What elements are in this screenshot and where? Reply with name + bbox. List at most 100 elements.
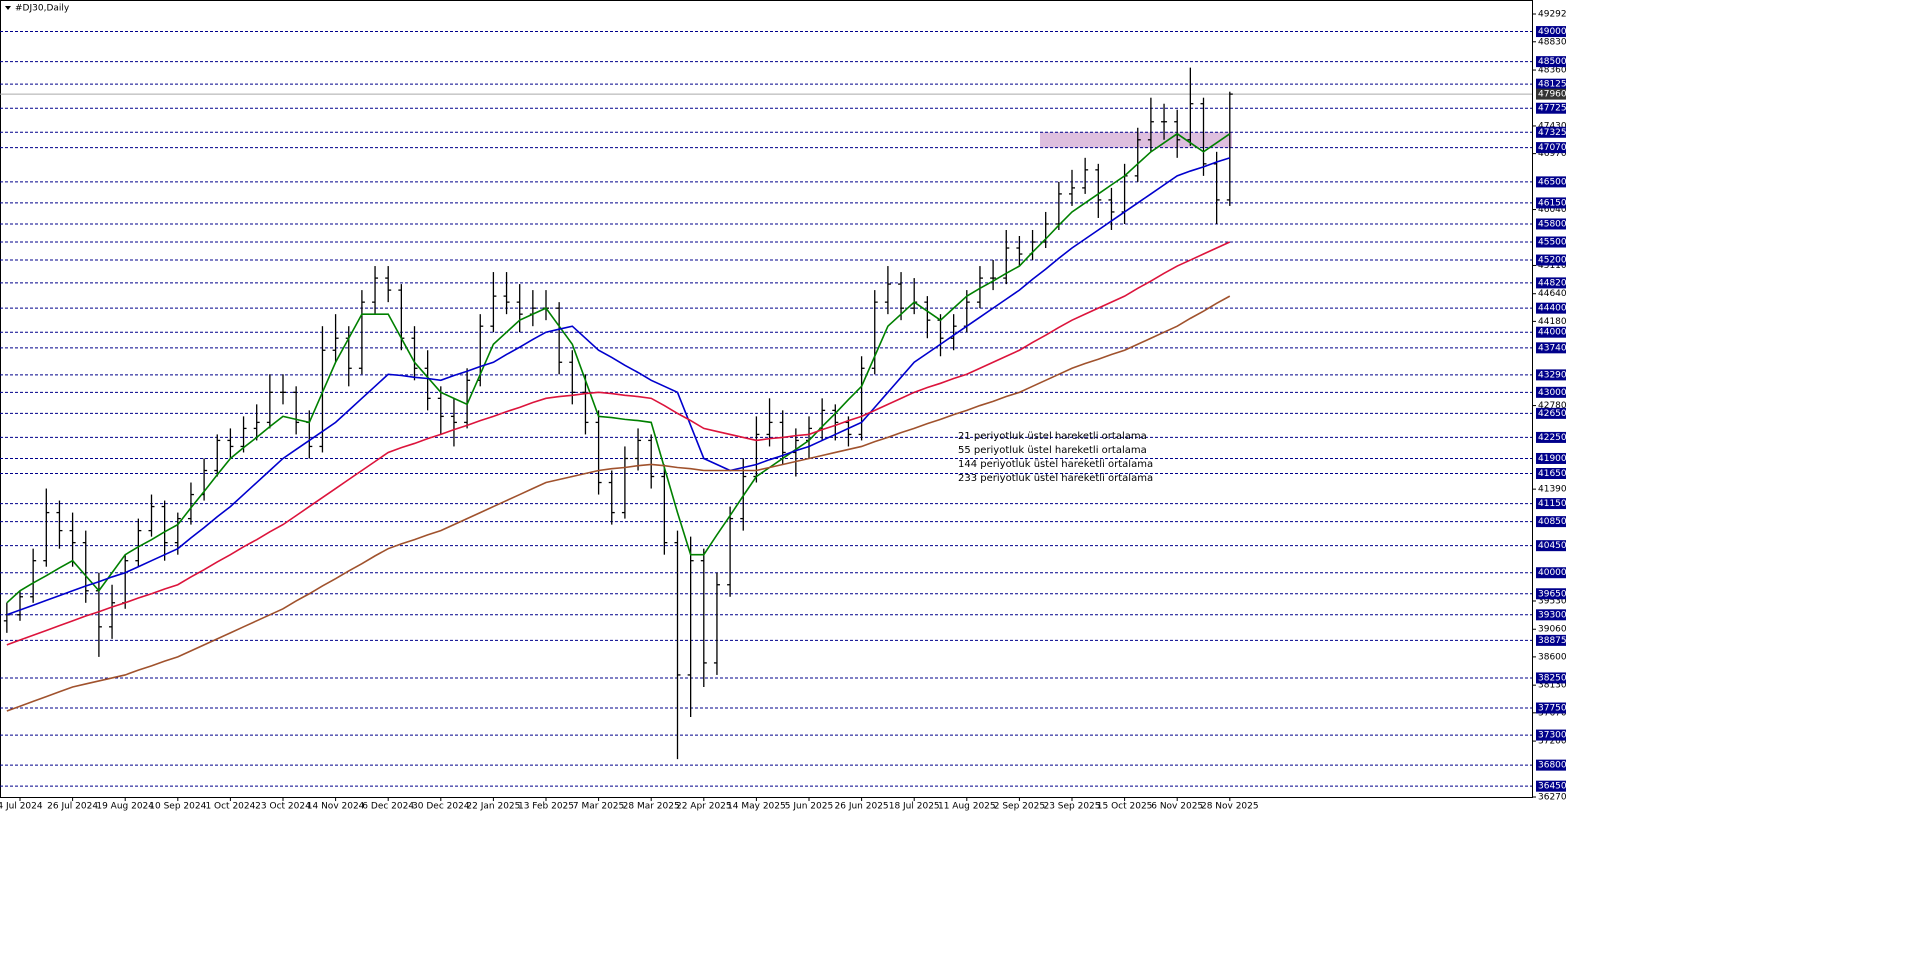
- level-label-box: [1536, 468, 1566, 480]
- moving-average: [6, 157, 1231, 616]
- level-label-box: [1536, 142, 1566, 154]
- y-tick-label: 41390: [1538, 485, 1567, 495]
- level-label-box: [1536, 56, 1566, 68]
- y-tick-label: 47430: [1538, 121, 1567, 131]
- x-tick-label: 19 Aug 2024: [96, 802, 154, 812]
- level-label: 44820: [1538, 278, 1567, 288]
- level-label: 44000: [1538, 328, 1567, 338]
- x-tick-label: 28 Nov 2025: [1201, 802, 1259, 812]
- x-tick-label: 5 Jun 2025: [785, 802, 833, 812]
- y-tick-label: 49292: [1538, 10, 1567, 20]
- level-label: 43000: [1538, 388, 1567, 398]
- menu-triangle: [5, 6, 11, 10]
- level-label-box: [1536, 126, 1566, 138]
- level-label-box: [1536, 236, 1566, 248]
- level-label: 48500: [1538, 57, 1567, 67]
- level-label: 47725: [1538, 104, 1567, 114]
- moving-average: [6, 132, 1231, 604]
- y-tick-label: 44640: [1538, 289, 1567, 299]
- level-label: 40450: [1538, 541, 1567, 551]
- level-label-box: [1536, 702, 1566, 714]
- x-tick-label: 11 Aug 2025: [938, 802, 996, 812]
- level-label-box: [1536, 102, 1566, 114]
- level-label: 40000: [1538, 568, 1567, 578]
- x-tick-label: 10 Sep 2024: [149, 802, 206, 812]
- last-price-label: 47960: [1538, 90, 1567, 100]
- level-label: 41900: [1538, 454, 1567, 464]
- level-label: 36800: [1538, 761, 1567, 771]
- level-label-box: [1536, 780, 1566, 792]
- x-tick-label: 4 Jul 2024: [0, 802, 43, 812]
- level-label-box: [1536, 277, 1566, 289]
- y-tick-label: 38600: [1538, 652, 1567, 662]
- level-label-box: [1536, 326, 1566, 338]
- y-tick-label: 42780: [1538, 401, 1567, 411]
- level-label-box: [1536, 431, 1566, 443]
- last-price-box: [1536, 88, 1566, 100]
- x-tick-label: 15 Oct 2025: [1097, 802, 1153, 812]
- level-label: 41150: [1538, 499, 1567, 509]
- x-tick-label: 18 Jul 2025: [889, 802, 940, 812]
- level-label-box: [1536, 342, 1566, 354]
- level-label: 38250: [1538, 673, 1567, 683]
- y-tick-label: 48830: [1538, 37, 1567, 47]
- x-tick-label: 1 Oct 2024: [205, 802, 255, 812]
- level-label: 45500: [1538, 238, 1567, 248]
- x-tick-label: 6 Nov 2025: [1151, 802, 1203, 812]
- level-label-box: [1536, 369, 1566, 381]
- level-label: 39650: [1538, 589, 1567, 599]
- level-label-box: [1536, 452, 1566, 464]
- level-label: 46500: [1538, 177, 1567, 187]
- x-tick-label: 22 Apr 2025: [676, 802, 732, 812]
- level-label: 47325: [1538, 128, 1567, 138]
- y-tick-label: 46970: [1538, 149, 1567, 159]
- level-label: 44400: [1538, 304, 1567, 314]
- level-label-box: [1536, 609, 1566, 621]
- level-label: 43290: [1538, 370, 1567, 380]
- level-label: 48125: [1538, 80, 1567, 90]
- x-tick-label: 28 Mar 2025: [623, 802, 680, 812]
- y-tick-label: 44180: [1538, 317, 1567, 327]
- y-tick-label: 45110: [1538, 261, 1567, 271]
- y-tick-label: 39060: [1538, 625, 1567, 635]
- level-label-box: [1536, 26, 1566, 38]
- y-tick-label: 37200: [1538, 737, 1567, 747]
- x-tick-label: 23 Oct 2024: [255, 802, 311, 812]
- level-label-box: [1536, 78, 1566, 90]
- level-label-box: [1536, 759, 1566, 771]
- level-label: 37750: [1538, 704, 1567, 714]
- level-label-box: [1536, 254, 1566, 266]
- level-label: 43740: [1538, 343, 1567, 353]
- level-label: 38875: [1538, 636, 1567, 646]
- moving-average: [6, 241, 1231, 646]
- plot-frame: [0, 0, 1533, 798]
- level-label-box: [1536, 729, 1566, 741]
- level-label: 42250: [1538, 433, 1567, 443]
- y-tick-label: 36270: [1538, 793, 1567, 803]
- x-tick-label: 13 Feb 2025: [518, 802, 574, 812]
- legend-entry: 233 periyotluk üstel hareketli ortalama: [958, 473, 1153, 484]
- x-tick-label: 2 Sep 2025: [994, 802, 1045, 812]
- legend-entry: 55 periyotluk üstel hareketli ortalama: [958, 445, 1147, 456]
- y-tick-label: 38130: [1538, 681, 1567, 691]
- x-tick-label: 26 Jun 2025: [835, 802, 889, 812]
- level-label: 37300: [1538, 731, 1567, 741]
- level-label: 40850: [1538, 517, 1567, 527]
- level-label-box: [1536, 407, 1566, 419]
- level-label: 45800: [1538, 219, 1567, 229]
- level-label-box: [1536, 197, 1566, 209]
- level-label-box: [1536, 540, 1566, 552]
- level-label: 49000: [1538, 27, 1567, 37]
- level-label-box: [1536, 176, 1566, 188]
- x-tick-label: 22 Jan 2025: [466, 802, 520, 812]
- level-label: 36450: [1538, 782, 1567, 792]
- level-label: 46150: [1538, 198, 1567, 208]
- level-label-box: [1536, 516, 1566, 528]
- x-tick-label: 6 Dec 2024: [362, 802, 414, 812]
- level-label: 42650: [1538, 409, 1567, 419]
- x-tick-label: 30 Dec 2024: [412, 802, 470, 812]
- x-tick-label: 7 Mar 2025: [573, 802, 624, 812]
- y-tick-label: 48360: [1538, 66, 1567, 76]
- level-label: 45200: [1538, 256, 1567, 266]
